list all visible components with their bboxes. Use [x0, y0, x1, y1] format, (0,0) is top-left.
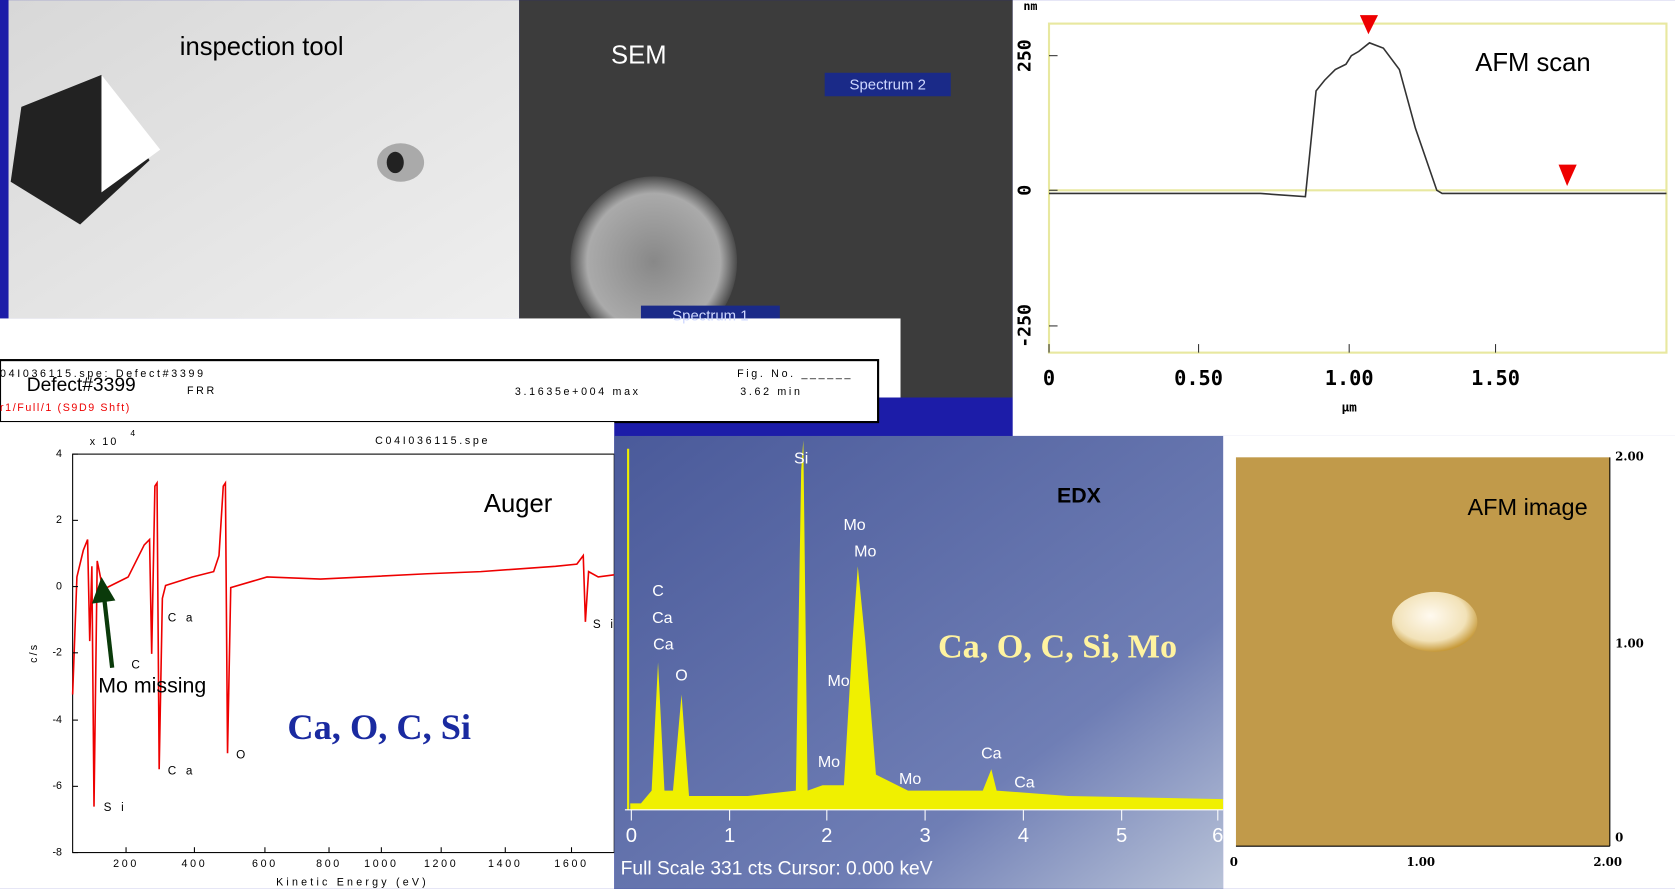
x-tick-label: 1400: [488, 858, 522, 870]
y-tick-label: -6: [52, 780, 62, 792]
y-tick-label: -8: [52, 846, 62, 858]
y-tick-label: 0: [1015, 185, 1036, 196]
axis-unit: µm: [1341, 401, 1357, 416]
axis-multiplier: x 10: [90, 436, 119, 448]
peak-label: C: [652, 582, 664, 600]
edx-footer: Full Scale 331 cts Cursor: 0.000 keV: [621, 859, 933, 880]
x-tick-label: 1200: [424, 858, 458, 870]
y-tick-label: 0: [56, 580, 62, 592]
peak-label: S i: [593, 618, 616, 631]
y-tick-label: -4: [52, 714, 62, 726]
peak-label: O: [675, 667, 687, 685]
sem-tag: Spectrum 2: [850, 77, 926, 94]
header-region: r1/Full/1 (S9D9 Shft): [0, 402, 131, 414]
x-tick-label: 1: [724, 825, 735, 847]
header-text: FRR: [187, 385, 217, 397]
panel-label: inspection tool: [180, 33, 344, 61]
x-tick-label: 0: [626, 825, 637, 847]
y-tick-label: 2: [56, 514, 62, 526]
y-tick-label: -250: [1015, 304, 1036, 348]
x-axis-label: Kinetic Energy (eV): [276, 876, 429, 888]
header-text: Fig. No. ______: [737, 368, 853, 380]
x-tick-label: 4: [1018, 825, 1029, 847]
x-tick-label: 0.50: [1174, 366, 1223, 390]
x-tick-label: 6: [1212, 825, 1223, 847]
y-tick-label: 4: [56, 448, 62, 460]
page: {"panels": { "inspection": {"label": "in…: [0, 0, 1675, 889]
slide: inspection tool SEM Spectrum 2 Spectrum 1 0 4…: [0, 0, 1675, 889]
header-overlay: Defect#3399: [27, 375, 136, 396]
axis-unit: nm: [1023, 0, 1037, 13]
panel-label: AFM image: [1468, 494, 1588, 520]
annotation: Mo missing: [98, 674, 206, 698]
element-list: Ca, O, C, Si: [287, 707, 471, 747]
panel-label: AFM scan: [1475, 49, 1590, 77]
x-tick-label: 800: [316, 858, 342, 870]
defect-core: [387, 152, 404, 173]
peak-label: Mo: [899, 770, 921, 788]
y-axis-label: c/s: [28, 643, 40, 663]
peak-label: Mo: [854, 543, 876, 561]
x-tick-label: 1600: [554, 858, 588, 870]
peak-label: O: [236, 748, 248, 761]
x-tick-label: 600: [252, 858, 278, 870]
header-text: 3.1635e+004 max: [515, 386, 641, 398]
peak-label: Si: [794, 450, 808, 468]
peak-label: C a: [168, 612, 196, 625]
panel-label: EDX: [1057, 483, 1102, 507]
x-tick-label: 5: [1116, 825, 1127, 847]
element-list: Ca, O, C, Si, Mo: [938, 628, 1177, 665]
x-tick-label: 2: [821, 825, 832, 847]
x-tick-label: 0: [1043, 366, 1055, 390]
x-tick-label: 1.50: [1471, 366, 1520, 390]
peak-label: Ca: [652, 609, 673, 627]
y-tick-label: 250: [1015, 39, 1036, 72]
x-tick-label: 200: [113, 858, 139, 870]
axis-exponent: 4: [130, 428, 135, 438]
peak-label: S i: [104, 801, 127, 814]
x-tick-label: 400: [182, 858, 208, 870]
peak-label: Mo: [843, 516, 865, 534]
peak-label: Ca: [653, 636, 674, 654]
y-tick-label: 2.00: [1615, 449, 1644, 463]
y-tick-label: 1.00: [1615, 636, 1644, 650]
peak-label: Ca: [1014, 773, 1035, 791]
y-tick-label: 0: [1615, 831, 1623, 845]
x-tick-label: 2.00: [1593, 855, 1622, 869]
y-tick-label: -2: [52, 647, 62, 659]
x-tick-label: 0: [1230, 855, 1238, 869]
x-tick-label: 3: [919, 825, 930, 847]
sem-tag: Spectrum 1: [672, 307, 748, 324]
x-tick-label: 1.00: [1325, 366, 1374, 390]
peak-label: Mo: [827, 672, 849, 690]
peak-label: C a: [168, 764, 196, 777]
afm-particle: [1392, 592, 1477, 652]
x-tick-label: 1.00: [1406, 855, 1435, 869]
panel-label: SEM: [611, 41, 667, 69]
panel-label: Auger: [484, 490, 553, 518]
peak-label: Ca: [981, 745, 1002, 763]
header-text: 3.62 min: [740, 386, 802, 398]
peak-label: C: [131, 659, 143, 672]
x-tick-label: 1000: [364, 858, 398, 870]
plot-title: C04I036115.spe: [375, 435, 490, 447]
peak-label: Mo: [818, 753, 840, 771]
